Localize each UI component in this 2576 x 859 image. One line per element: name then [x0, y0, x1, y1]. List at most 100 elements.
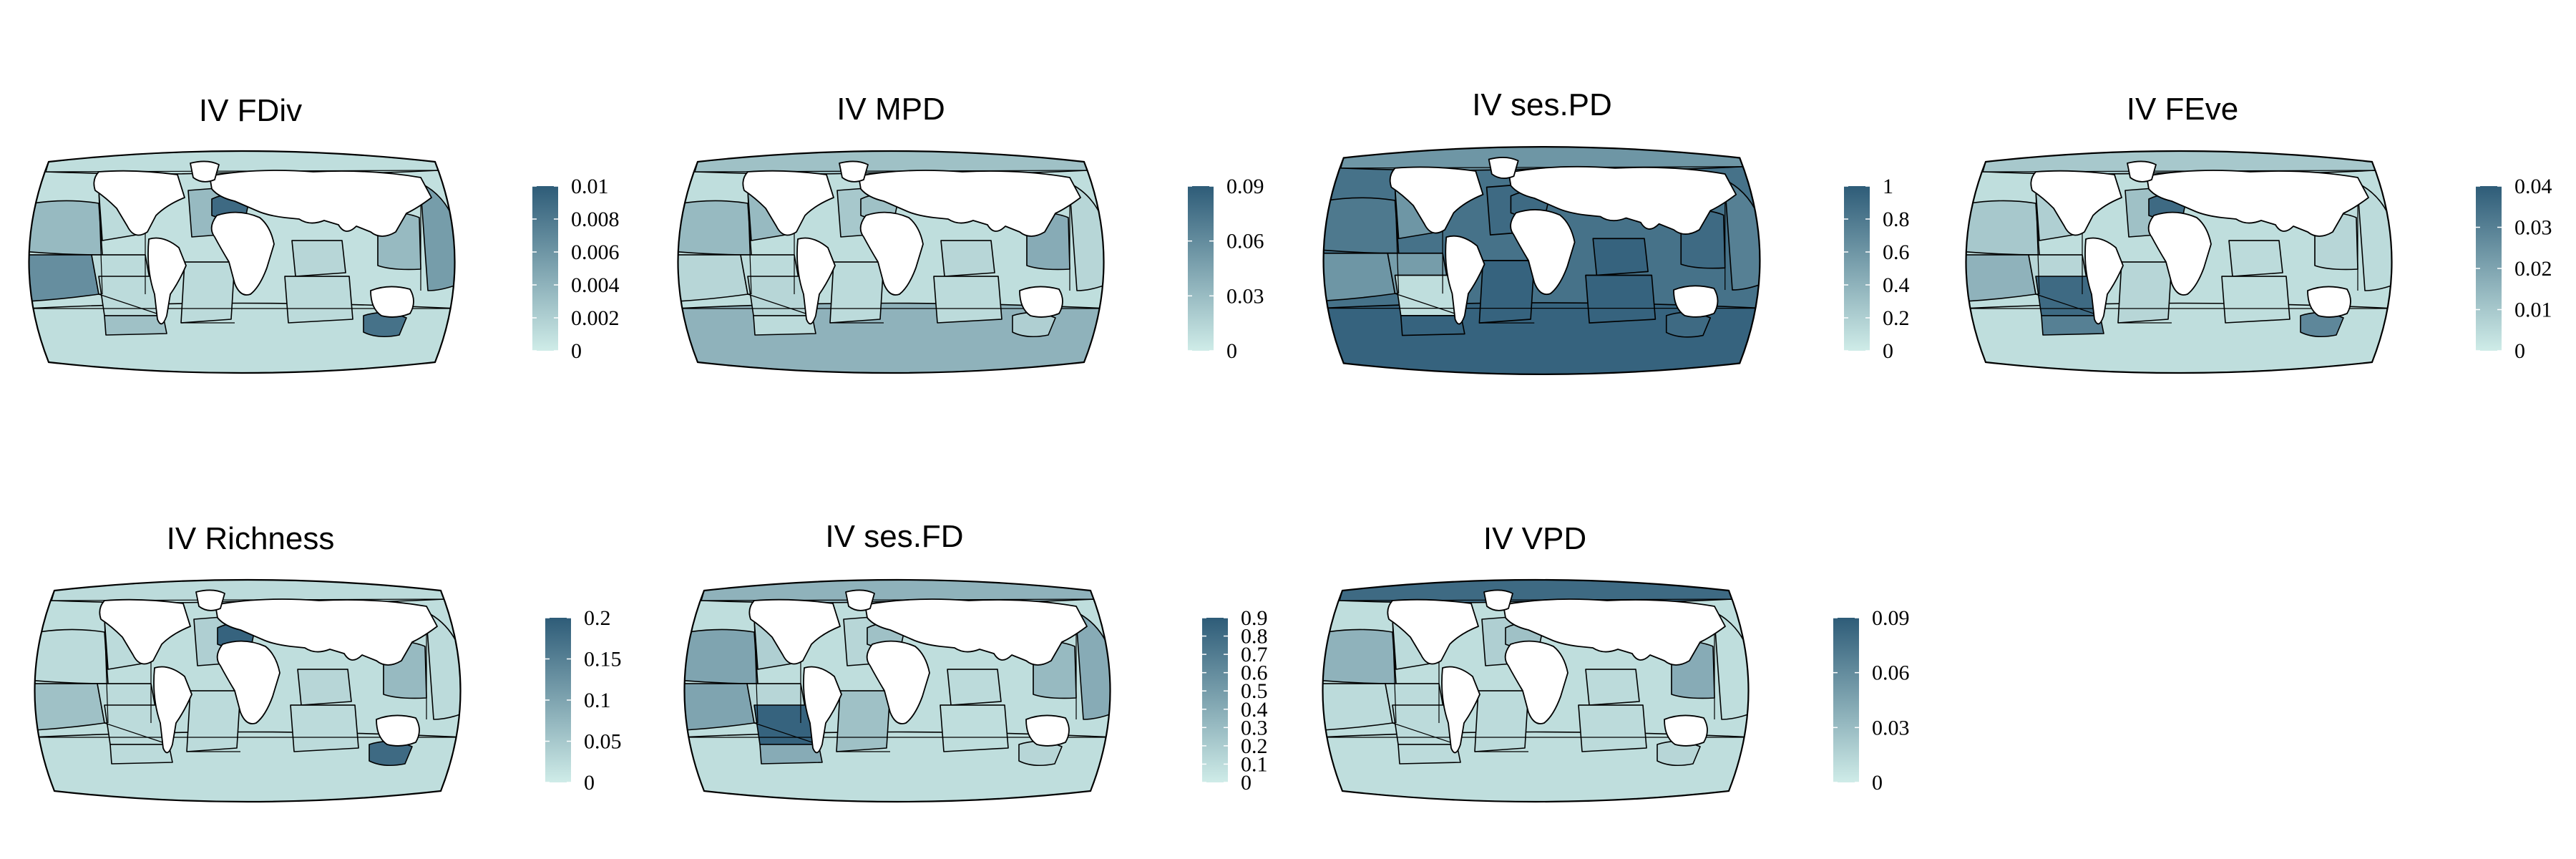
ocean-region-pacific-nw	[1323, 197, 1400, 254]
legend-tick-label: 0.02	[2514, 257, 2552, 281]
legend-tick-label: 0.2	[1883, 306, 1910, 330]
legend-tick-label: 0	[571, 339, 582, 363]
legend-tick-label: 0.1	[1241, 752, 1268, 776]
ocean-region-far-east	[2357, 183, 2392, 291]
ocean-region-indian-s	[1578, 704, 1647, 752]
legend-tick-label: 0.9	[1241, 606, 1268, 630]
ocean-region-indian-n	[2228, 240, 2283, 277]
legend-tick-label: 0.04	[2514, 175, 2552, 198]
landmass	[1025, 714, 1070, 747]
ocean-region-se-pacific	[1397, 744, 1461, 765]
legend-tick-label: 0.6	[1883, 241, 1910, 264]
panel-title: IV VPD	[1483, 521, 1587, 556]
landmass	[1508, 165, 1737, 236]
world-map	[1322, 145, 1761, 376]
ocean-region-s-atlantic	[1474, 690, 1529, 752]
ocean-region-indian-n	[1585, 669, 1640, 706]
landmass	[153, 666, 192, 754]
world-map	[1965, 150, 2393, 374]
landmass	[1483, 589, 1513, 611]
ocean-region-pacific-nw	[1322, 629, 1397, 684]
ocean-region-s-atlantic	[829, 261, 884, 324]
province-border	[1395, 293, 1461, 316]
world-map	[28, 150, 456, 374]
ocean-region-central-pac-w	[684, 683, 755, 731]
color-legend: 0.09 0.06 0.03 0	[1188, 175, 1264, 363]
landmass	[866, 640, 930, 724]
ocean-region-indian-n	[1592, 238, 1649, 276]
landmass	[748, 598, 841, 665]
world-map	[1322, 578, 1750, 803]
map-outline	[677, 150, 1105, 374]
legend-tick-label: 0.06	[1872, 661, 1910, 685]
legend-tick-label: 0.01	[2514, 299, 2552, 322]
province-border	[104, 722, 170, 745]
ocean-region-central-pac-w	[1323, 252, 1396, 302]
ocean-region-central-pac-w	[1966, 254, 2036, 302]
ocean-region-se-pacific	[1400, 315, 1465, 336]
province-border	[98, 293, 164, 316]
landmass	[215, 598, 438, 666]
landmass	[99, 598, 191, 665]
ocean-region-central-pac-w	[1322, 683, 1393, 731]
ocean-region-pacific-nw	[678, 200, 752, 256]
legend-colorbar	[532, 186, 558, 351]
legend-tick-label: 0.09	[1872, 606, 1910, 630]
landmass	[1019, 286, 1063, 318]
legend-tick-label: 0.2	[1241, 734, 1268, 758]
landmass	[195, 589, 225, 611]
ocean-region-indian-s	[1585, 274, 1657, 324]
world-map	[34, 578, 462, 803]
legend-tick-label: 0.004	[571, 273, 620, 297]
landmass	[858, 170, 1081, 237]
legend-tick-label: 0.03	[1226, 284, 1264, 308]
ocean-region-se-pacific	[753, 315, 816, 336]
province-border	[747, 293, 813, 316]
legend-tick-label: 0.5	[1241, 679, 1268, 703]
legend-tick-label: 0.008	[571, 208, 620, 231]
ocean-region-far-east	[1075, 611, 1111, 720]
legend-colorbar	[1833, 618, 1859, 782]
ocean-region-se-pacific	[109, 744, 173, 765]
province-border	[753, 722, 819, 745]
map-outline	[28, 150, 456, 374]
panel-title: IV ses.FD	[825, 519, 964, 554]
ocean-region-indian-s	[940, 704, 1009, 752]
ocean-region-se-pacific	[2041, 315, 2104, 336]
world-map	[683, 578, 1111, 803]
landmass	[147, 237, 187, 325]
province-border	[104, 618, 109, 724]
landmass	[1664, 714, 1708, 747]
legend-tick-label: 0	[2514, 339, 2525, 363]
ocean-region-far-east	[426, 611, 461, 720]
legend-tick-label: 0.4	[1241, 698, 1268, 722]
landmass	[1503, 598, 1726, 666]
legend-tick-label: 0.002	[571, 306, 620, 330]
legend-tick-label: 0.8	[1883, 208, 1910, 231]
map-outline	[1322, 578, 1750, 803]
panel-title: IV MPD	[836, 92, 945, 127]
legend-tick-label: 0.06	[1226, 230, 1264, 253]
color-legend: 0.90.80.70.60.50.40.30.20.10	[1202, 606, 1268, 795]
ocean-region-indian-n	[297, 669, 352, 706]
ocean-region-far-east	[420, 183, 455, 291]
ocean-region-indian-n	[940, 240, 995, 277]
landmass	[1488, 157, 1519, 179]
landmass	[209, 170, 432, 237]
province-border	[98, 190, 103, 295]
ocean-region-indian-s	[933, 276, 1002, 324]
panel-title: IV FEve	[2126, 92, 2239, 127]
landmass	[216, 640, 280, 724]
ocean-region-indian-n	[947, 669, 1002, 706]
legend-tick-label: 0.8	[1241, 625, 1268, 649]
landmass	[1441, 666, 1480, 754]
landmass	[2084, 237, 2124, 325]
landmass	[370, 286, 414, 318]
landmass	[376, 714, 420, 747]
landmass	[796, 237, 836, 325]
map-outline	[1965, 150, 2393, 374]
ocean-region-far-east	[1069, 183, 1104, 291]
legend-tick-label: 0	[1883, 339, 1893, 363]
province-border	[2035, 190, 2040, 295]
legend-tick-label: 0	[1241, 771, 1252, 795]
